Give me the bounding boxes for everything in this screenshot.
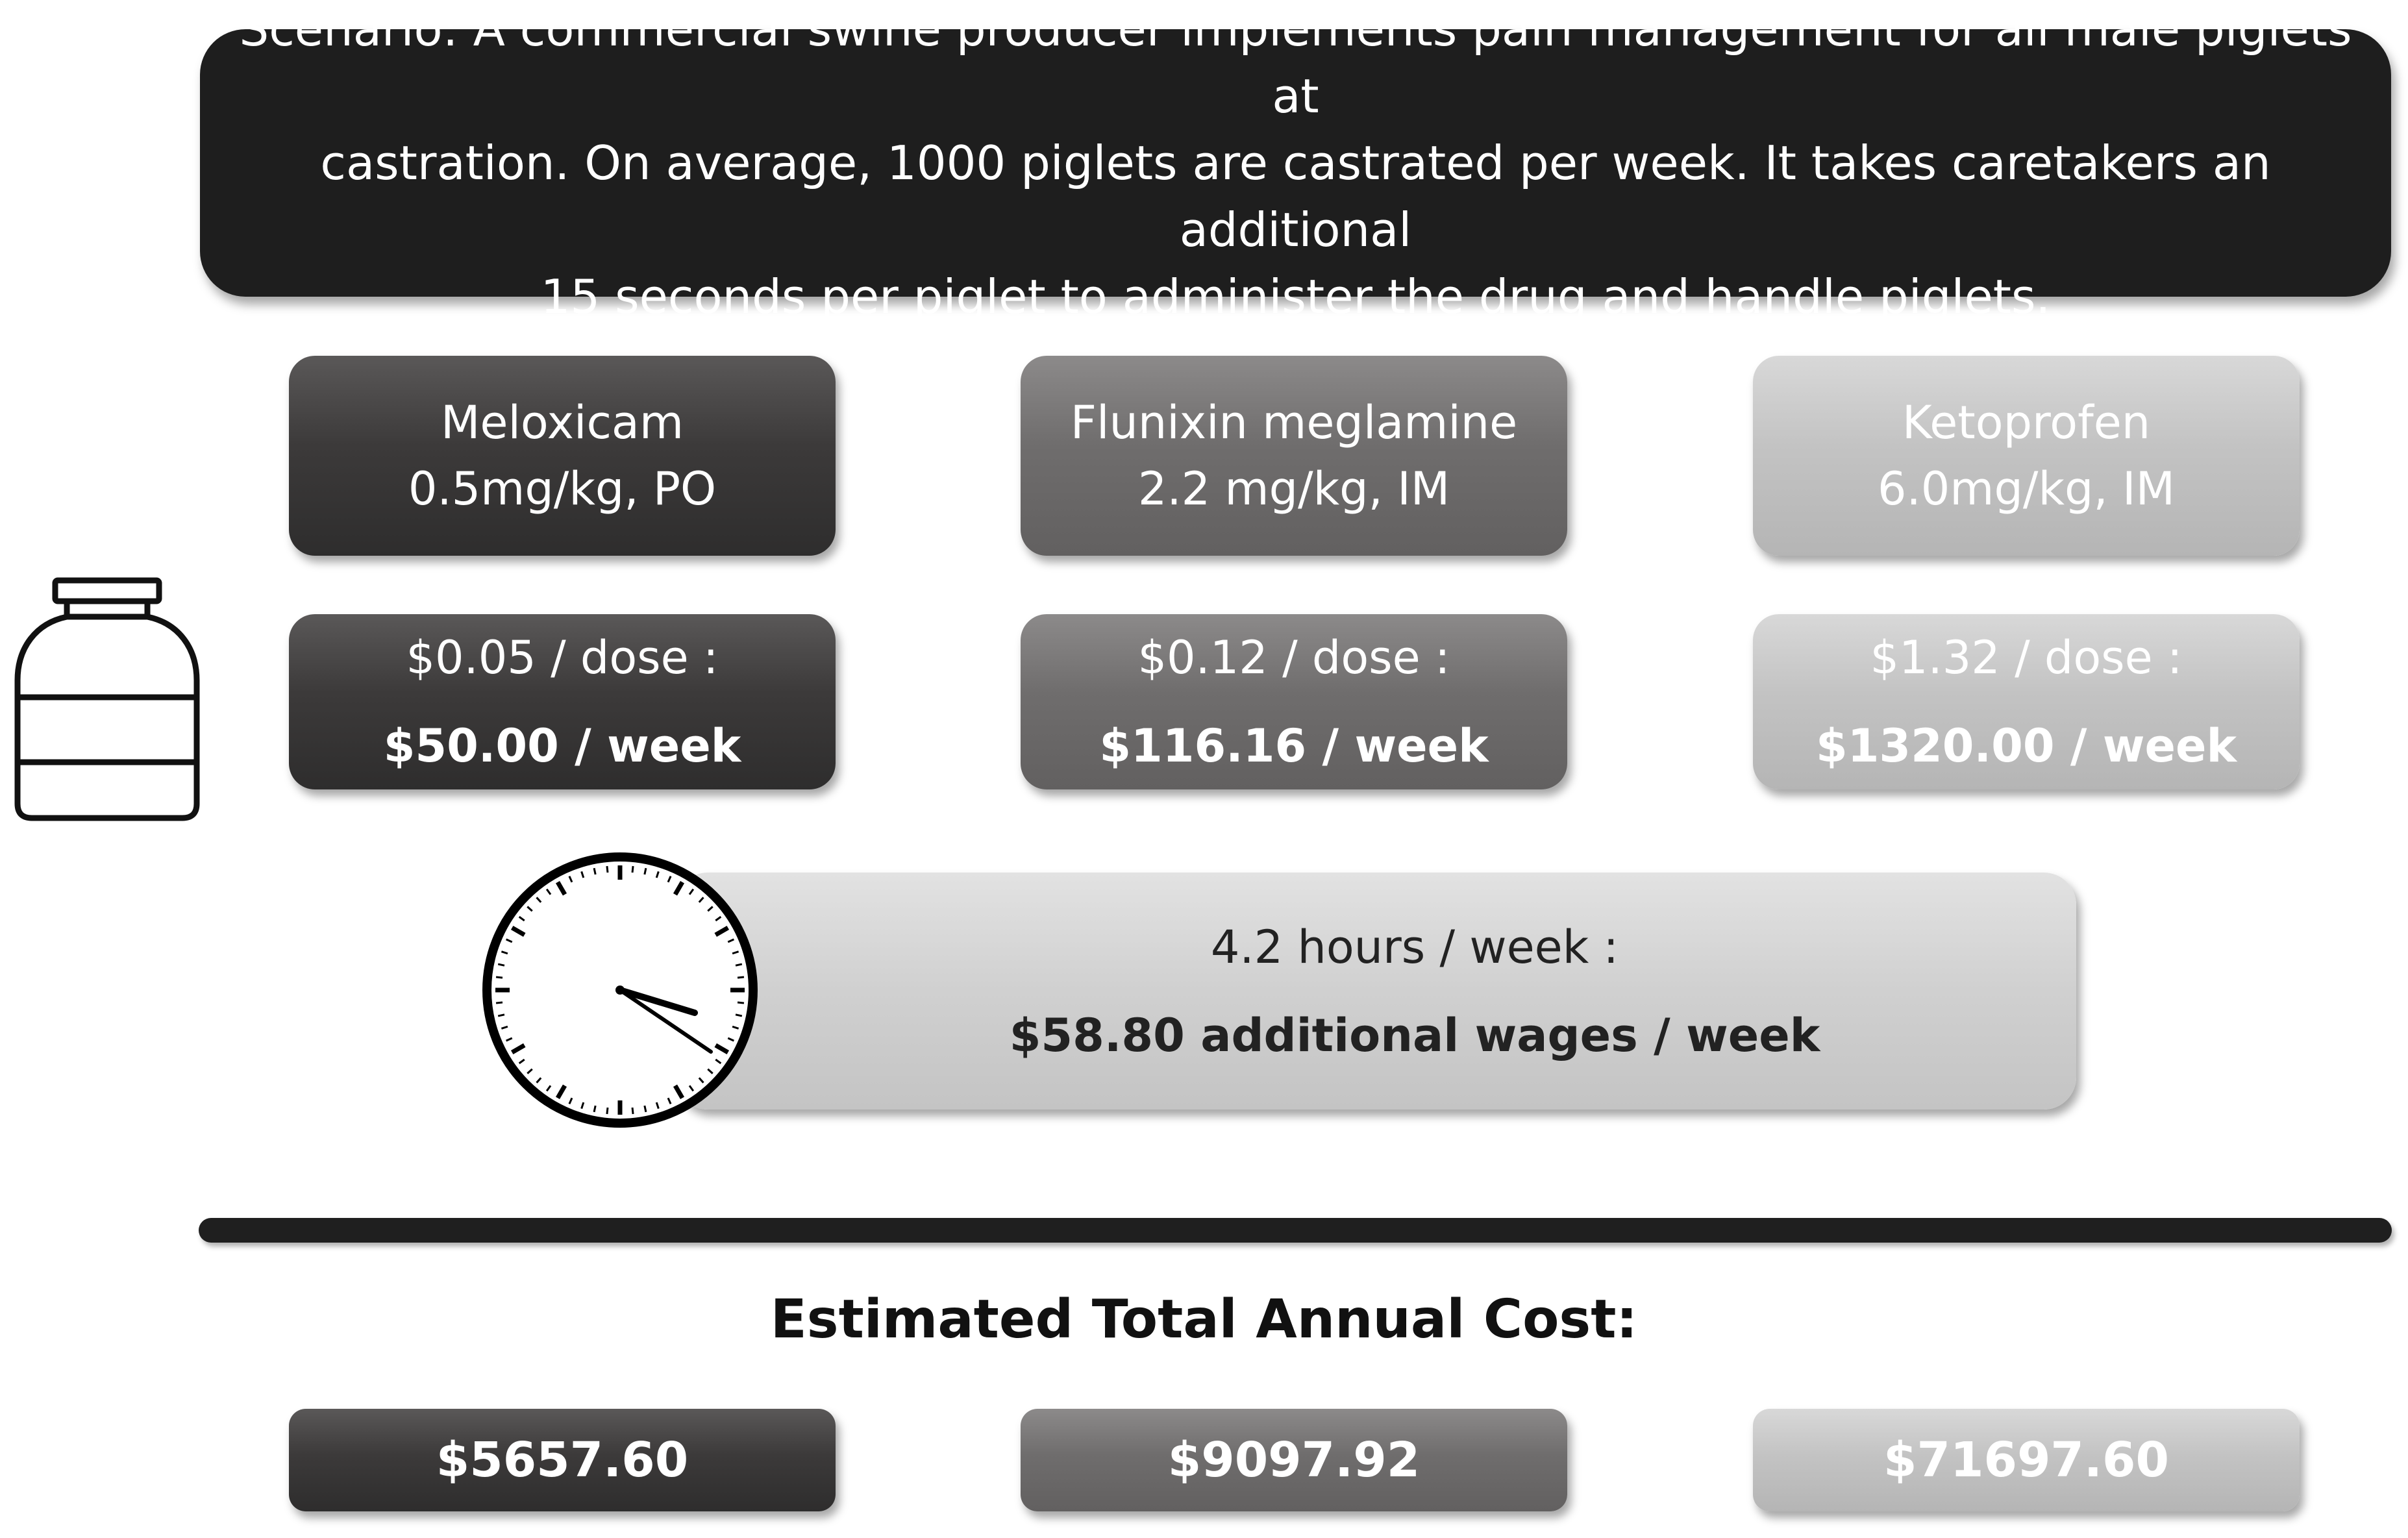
clock-tick bbox=[555, 880, 567, 896]
clock-tick bbox=[536, 897, 542, 903]
clock-tick bbox=[545, 1085, 552, 1092]
drug-box-flunixin: Flunixin meglamine 2.2 mg/kg, IM bbox=[1021, 356, 1567, 556]
clock-tick bbox=[606, 1107, 609, 1115]
clock-tick bbox=[536, 1077, 542, 1084]
clock-tick bbox=[505, 938, 513, 943]
clock-tick bbox=[715, 1058, 722, 1065]
cost-box-meloxicam: $0.05 / dose : $50.00 / week bbox=[289, 614, 836, 789]
clock-tick bbox=[688, 888, 695, 895]
clock-tick bbox=[545, 888, 552, 895]
clock-tick bbox=[497, 1013, 505, 1017]
clock-tick bbox=[518, 1058, 525, 1065]
clock-tick bbox=[732, 1025, 739, 1030]
cost-per-dose: $0.12 / dose : bbox=[1137, 631, 1450, 684]
clock-tick bbox=[593, 1105, 597, 1113]
clock-tick bbox=[593, 867, 597, 875]
clock-tick bbox=[735, 1013, 743, 1017]
clock-tick bbox=[737, 976, 745, 979]
clock-tick bbox=[673, 880, 685, 896]
clock-tick bbox=[580, 871, 585, 878]
clock-tick bbox=[707, 1068, 714, 1074]
cost-per-dose: $0.05 / dose : bbox=[406, 631, 719, 684]
cost-per-week: $1320.00 / week bbox=[1815, 719, 2237, 773]
clock-tick bbox=[655, 871, 660, 878]
clock-tick bbox=[568, 875, 573, 883]
clock-tick bbox=[714, 1043, 730, 1055]
clock-tick bbox=[495, 976, 503, 979]
drug-box-ketoprofen: Ketoprofen 6.0mg/kg, IM bbox=[1753, 356, 2300, 556]
clock-tick bbox=[673, 1084, 685, 1100]
clock-tick bbox=[505, 1037, 513, 1042]
annual-total-ketoprofen: $71697.60 bbox=[1753, 1409, 2300, 1511]
clock-tick bbox=[735, 963, 743, 967]
clock-tick bbox=[580, 1102, 585, 1110]
drug-dose: 0.5mg/kg, PO bbox=[408, 462, 717, 515]
labor-wages: $58.80 additional wages / week bbox=[1009, 1008, 1820, 1062]
clock-tick bbox=[714, 925, 730, 937]
clock-tick bbox=[606, 865, 609, 873]
labor-hours: 4.2 hours / week : bbox=[1210, 920, 1619, 974]
cost-per-week: $116.16 / week bbox=[1099, 719, 1489, 773]
clock-tick bbox=[501, 1025, 508, 1030]
divider bbox=[199, 1218, 2392, 1243]
clock-icon bbox=[482, 852, 758, 1128]
scenario-line-1: Scenario: A commercial swine producer im… bbox=[239, 1, 2352, 123]
drug-box-meloxicam: Meloxicam 0.5mg/kg, PO bbox=[289, 356, 836, 556]
drug-dose: 2.2 mg/kg, IM bbox=[1137, 462, 1450, 515]
clock-tick bbox=[495, 1001, 503, 1004]
clock-tick bbox=[510, 1043, 526, 1055]
clock-tick bbox=[568, 1097, 573, 1105]
scenario-line-3: 15 seconds per piglet to administer the … bbox=[540, 269, 2051, 324]
clock-tick bbox=[667, 875, 672, 883]
clock-tick bbox=[518, 915, 525, 922]
drug-name: Meloxicam bbox=[440, 396, 684, 449]
cost-per-dose: $1.32 / dose : bbox=[1870, 631, 2183, 684]
scenario-banner: Scenario: A commercial swine producer im… bbox=[200, 2, 2391, 324]
drug-dose: 6.0mg/kg, IM bbox=[1877, 462, 2176, 515]
clock-tick bbox=[737, 1001, 745, 1004]
clock-tick bbox=[655, 1102, 660, 1110]
drug-name: Flunixin meglamine bbox=[1070, 396, 1518, 449]
clock-tick bbox=[501, 950, 508, 955]
clock-tick bbox=[527, 906, 533, 912]
annual-total-meloxicam: $5657.60 bbox=[289, 1409, 836, 1511]
total-title: Estimated Total Annual Cost: bbox=[770, 1289, 1638, 1350]
clock-tick bbox=[555, 1084, 567, 1100]
clock-tick bbox=[732, 950, 739, 955]
clock-tick bbox=[631, 1107, 634, 1115]
clock-tick bbox=[667, 1097, 672, 1105]
clock-tick bbox=[643, 867, 647, 875]
medicine-bottle-icon bbox=[14, 577, 200, 821]
clock-tick bbox=[688, 1085, 695, 1092]
clock-tick bbox=[727, 938, 735, 943]
labor-box: 4.2 hours / week : $58.80 additional wag… bbox=[675, 873, 2076, 1110]
cost-per-week: $50.00 / week bbox=[383, 719, 741, 773]
cost-box-ketoprofen: $1.32 / dose : $1320.00 / week bbox=[1753, 614, 2300, 789]
clock-tick bbox=[715, 915, 722, 922]
cost-box-flunixin: $0.12 / dose : $116.16 / week bbox=[1021, 614, 1567, 789]
clock-tick bbox=[510, 925, 526, 937]
clock-tick bbox=[698, 1077, 704, 1084]
annual-total-flunixin: $9097.92 bbox=[1021, 1409, 1567, 1511]
clock-tick bbox=[643, 1105, 647, 1113]
clock-tick bbox=[698, 897, 704, 903]
scenario-line-2: castration. On average, 1000 piglets are… bbox=[320, 135, 2271, 257]
drug-name: Ketoprofen bbox=[1902, 396, 2151, 449]
clock-tick bbox=[497, 963, 505, 967]
clock-tick bbox=[707, 906, 714, 912]
clock-tick bbox=[727, 1037, 735, 1042]
clock-tick bbox=[527, 1068, 533, 1074]
clock-tick bbox=[631, 865, 634, 873]
